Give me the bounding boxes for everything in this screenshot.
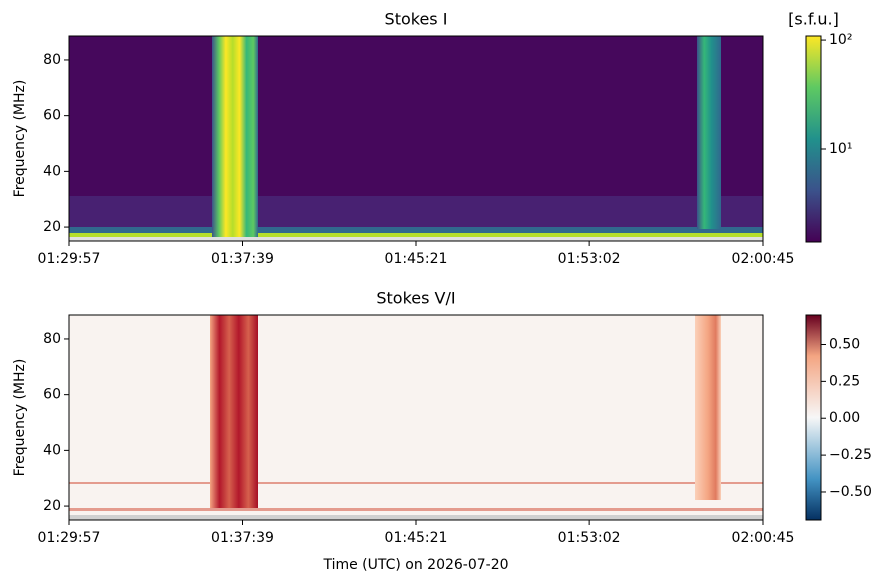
y-tick-label: 60 bbox=[43, 108, 61, 124]
x-tick-label: 01:29:57 bbox=[38, 530, 101, 546]
y-axis-label: Frequency (MHz) bbox=[12, 359, 28, 477]
spectrogram-band bbox=[69, 482, 763, 484]
colorbar-tick-label: −0.25 bbox=[829, 447, 872, 463]
colorbar-tick-label: 0.00 bbox=[829, 410, 860, 426]
chart-title: Stokes V/I bbox=[376, 289, 455, 308]
x-tick-label: 01:29:57 bbox=[38, 251, 101, 267]
spectrogram-burst bbox=[697, 36, 721, 229]
spectrogram-burst bbox=[210, 315, 258, 508]
y-tick-label: 20 bbox=[43, 498, 61, 514]
y-tick-label: 20 bbox=[43, 219, 61, 235]
colorbar-tick-label: 0.25 bbox=[829, 373, 860, 389]
y-tick-label: 40 bbox=[43, 163, 61, 179]
spectrogram-band bbox=[69, 237, 763, 241]
colorbar bbox=[805, 35, 822, 243]
spectrogram-band bbox=[69, 227, 763, 233]
spectrogram-burst bbox=[695, 315, 721, 500]
x-tick-label: 01:53:02 bbox=[558, 251, 621, 267]
y-tick-label: 80 bbox=[43, 52, 61, 68]
x-tick-label: 02:00:45 bbox=[732, 251, 795, 267]
y-tick-label: 60 bbox=[43, 387, 61, 403]
x-tick-label: 02:00:45 bbox=[732, 530, 795, 546]
x-tick-label: 01:37:39 bbox=[211, 530, 274, 546]
y-axis-label: Frequency (MHz) bbox=[12, 80, 28, 198]
x-axis-label: Time (UTC) on 2026-07-20 bbox=[322, 557, 508, 573]
x-tick-label: 01:53:02 bbox=[558, 530, 621, 546]
colorbar-tick-label: 10² bbox=[829, 32, 852, 48]
spectrogram-band bbox=[69, 515, 763, 520]
colorbar-label: [s.f.u.] bbox=[788, 10, 839, 29]
spectrogram-band bbox=[69, 196, 763, 231]
y-tick-label: 80 bbox=[43, 331, 61, 347]
spectrogram-burst bbox=[212, 36, 258, 237]
chart-title: Stokes I bbox=[385, 10, 448, 29]
colorbar-tick-label: 0.50 bbox=[829, 336, 860, 352]
x-tick-label: 01:45:21 bbox=[385, 530, 448, 546]
spectrogram-bg bbox=[69, 315, 763, 520]
colorbar bbox=[805, 314, 822, 521]
y-tick-label: 40 bbox=[43, 442, 61, 458]
spectrogram-band bbox=[69, 508, 763, 511]
x-tick-label: 01:45:21 bbox=[385, 251, 448, 267]
spectrogram-band bbox=[69, 233, 763, 237]
colorbar-tick-label: −0.50 bbox=[829, 484, 872, 500]
colorbar-tick-label: 10¹ bbox=[829, 141, 852, 157]
x-tick-label: 01:37:39 bbox=[211, 251, 274, 267]
